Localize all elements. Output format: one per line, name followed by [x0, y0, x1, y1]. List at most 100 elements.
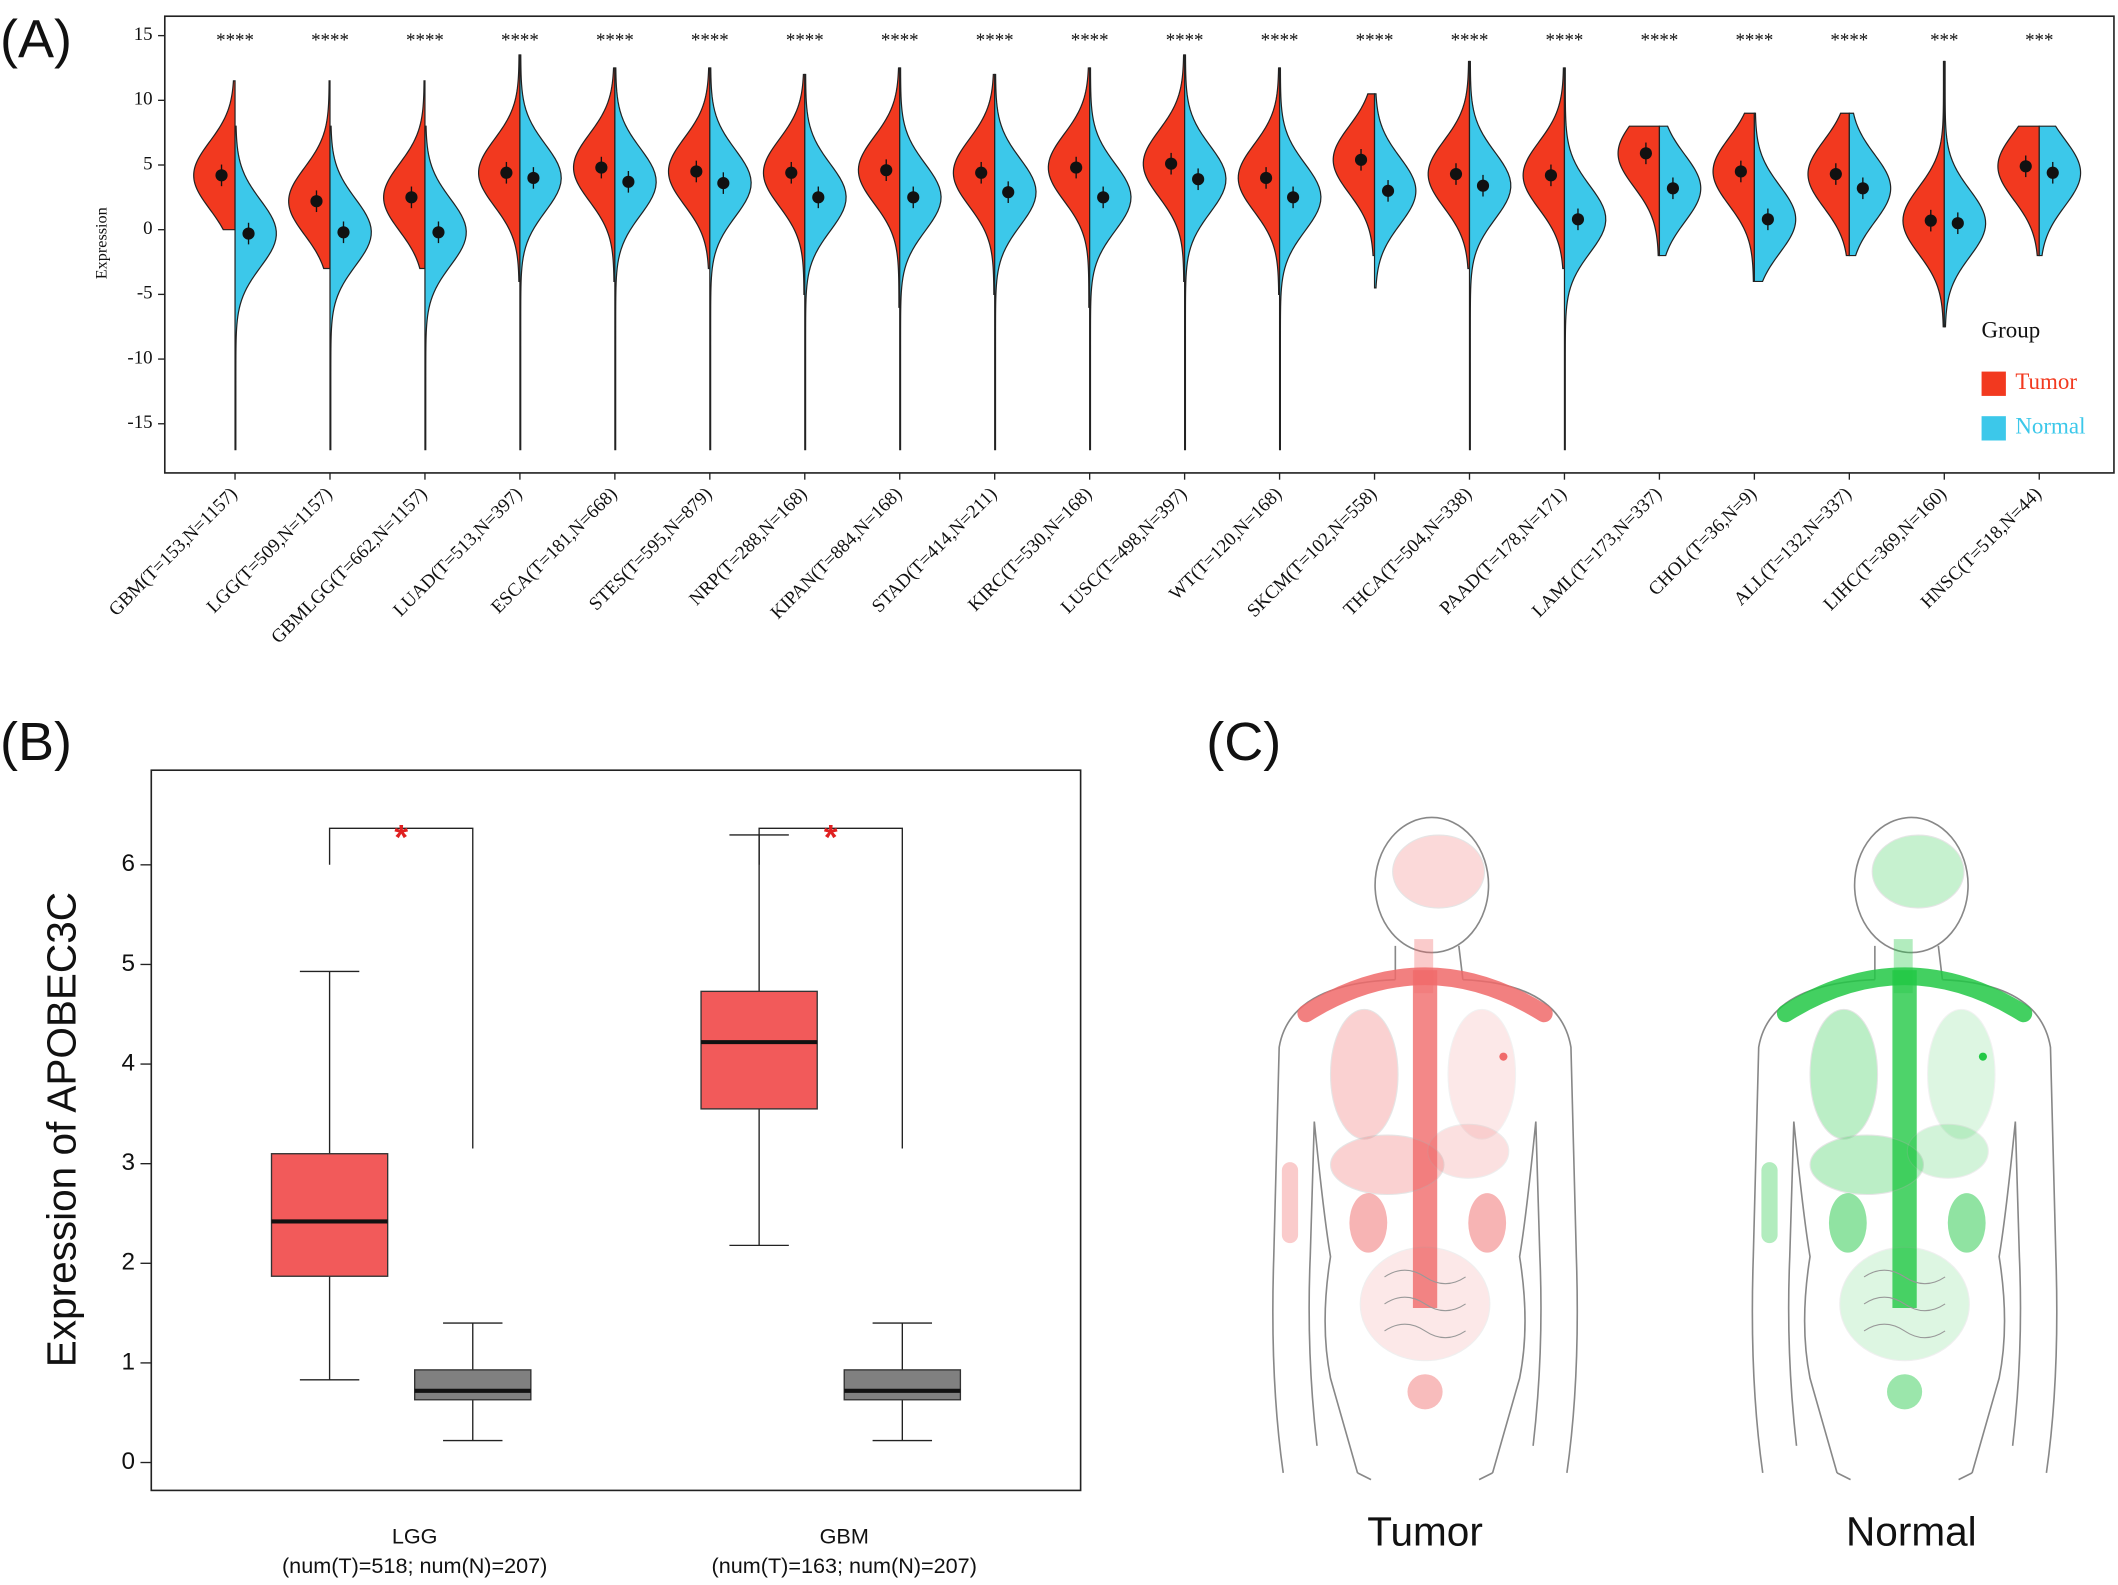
mean-dot [812, 191, 825, 204]
mean-dot [785, 166, 798, 179]
significance: **** [1071, 30, 1109, 51]
significance: **** [1830, 30, 1868, 51]
significance: **** [1261, 30, 1299, 51]
violin [1427, 60, 1471, 270]
plot-frame [150, 769, 1082, 1492]
violin [288, 80, 331, 270]
y-tick-label: 3 [122, 1149, 136, 1176]
violin [2038, 125, 2082, 257]
box [414, 1369, 532, 1401]
mean-dot [1165, 157, 1178, 170]
mean-dot [432, 226, 445, 239]
body-title: Tumor [1367, 1509, 1483, 1555]
mean-dot [242, 227, 255, 240]
violin [1807, 112, 1850, 257]
mean-dot [1856, 182, 1869, 195]
mean-dot [622, 175, 635, 188]
plot-frame [163, 15, 2115, 474]
violin [1047, 67, 1091, 308]
significance: **** [1735, 30, 1773, 51]
mean-dot [405, 191, 418, 204]
x-tick-label: GBM [820, 1523, 869, 1548]
mean-dot [880, 164, 893, 177]
mean-dot [717, 177, 730, 190]
violin [572, 67, 616, 283]
violin [857, 67, 901, 308]
legend-swatch [1981, 416, 2006, 441]
significance: **** [1166, 30, 1204, 51]
violin [1522, 67, 1566, 270]
mean-dot [337, 226, 350, 239]
violin [1278, 67, 1322, 451]
mean-dot [1449, 167, 1463, 181]
legend-label: Normal [2015, 414, 2085, 439]
significance: **** [1451, 30, 1489, 51]
mean-dot [1070, 161, 1083, 174]
significance: **** [311, 30, 349, 51]
mean-dot [1924, 214, 1937, 227]
violin [1373, 93, 1417, 289]
mean-dot [1761, 213, 1774, 226]
mean-dot [1192, 173, 1205, 186]
x-tick-label: LGG [392, 1523, 438, 1548]
significance: **** [691, 30, 729, 51]
violin [899, 67, 942, 451]
y-tick-label: -15 [127, 412, 152, 433]
mean-dot [1951, 217, 1964, 230]
violin [1332, 93, 1376, 257]
x-tick-note: (num(T)=518; num(N)=207) [282, 1553, 547, 1578]
violin [1753, 112, 1797, 283]
significance: **** [596, 30, 634, 51]
mean-dot [1734, 165, 1747, 178]
y-tick-label: 2 [122, 1249, 136, 1276]
y-tick-label: 6 [122, 850, 136, 877]
violin [1089, 67, 1132, 451]
violin [1142, 54, 1186, 283]
significance: **** [1356, 30, 1394, 51]
y-tick-label: 5 [143, 153, 152, 174]
violin [234, 125, 277, 451]
mean-dot [975, 166, 988, 179]
body-title: Normal [1846, 1509, 1977, 1555]
significance-bracket [328, 827, 474, 1149]
y-tick-label: 15 [134, 24, 153, 45]
body-diagram-normal [1752, 817, 2056, 1479]
y-tick-label: -10 [127, 347, 152, 368]
mean-dot [1639, 147, 1652, 160]
violin [1184, 54, 1227, 451]
mean-dot [907, 191, 920, 204]
significance: * [824, 819, 838, 858]
y-tick-label: 0 [143, 218, 152, 239]
significance: **** [1546, 30, 1584, 51]
significance: **** [881, 30, 919, 51]
violin [804, 73, 847, 451]
x-tick-label: GBMLGG(T=662,N=1157) [267, 484, 431, 648]
mean-dot [1097, 191, 1110, 204]
significance: **** [786, 30, 824, 51]
violin [193, 80, 236, 231]
y-tick-label: 4 [122, 1049, 136, 1076]
mean-dot [1259, 171, 1273, 185]
significance: **** [406, 30, 444, 51]
significance: **** [976, 30, 1014, 51]
mean-dot [2046, 166, 2059, 179]
significance: * [394, 819, 408, 858]
violin [1712, 112, 1755, 283]
violin [519, 54, 562, 451]
significance: *** [2025, 30, 2053, 51]
mean-dot [1002, 186, 1015, 199]
significance: **** [216, 30, 254, 51]
violin [1997, 125, 2040, 257]
mean-dot [527, 171, 540, 185]
body-diagram-tumor [1273, 817, 1577, 1479]
violin [762, 73, 806, 295]
violin [614, 67, 657, 451]
violin [1237, 67, 1281, 295]
legend-title: Group [1982, 318, 2041, 343]
mean-dot [595, 161, 608, 174]
violin [1848, 112, 1892, 257]
mean-dot [1571, 213, 1585, 226]
y-axis-label: Expression [92, 207, 110, 279]
